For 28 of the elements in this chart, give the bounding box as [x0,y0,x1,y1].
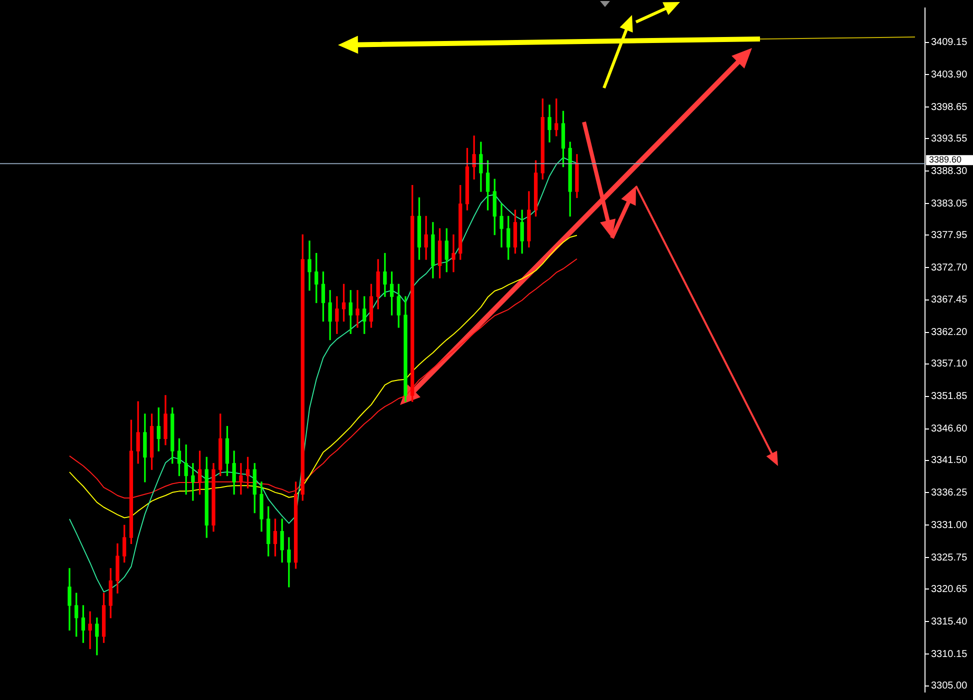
ref-line-label: 3389.60 [929,154,962,165]
y-tick-label: 3393.55 [931,133,968,144]
candlestick [88,611,92,650]
y-tick-label: 3315.40 [931,616,968,628]
candlestick [452,234,456,272]
y-tick-label: 3357.10 [931,358,968,370]
y-tick-label: 3409.15 [931,37,968,48]
y-tick-label: 3362.20 [931,327,968,338]
y-tick-label: 3398.65 [931,102,968,113]
y-tick-label: 3320.65 [931,584,968,595]
y-tick-label: 3367.45 [931,294,968,306]
y-tick-label: 3341.50 [931,455,968,466]
y-tick-label: 3310.15 [931,648,968,660]
y-tick-label: 3336.25 [931,487,968,498]
y-tick-label: 3351.85 [931,391,968,402]
y-tick-label: 3377.95 [931,230,968,241]
y-tick-label: 3346.60 [931,424,968,435]
y-tick-label: 3403.90 [931,69,968,80]
y-tick-label: 3383.05 [931,198,968,210]
y-tick-label: 3305.00 [931,680,968,692]
candlestick [356,290,360,328]
candlestick [239,463,243,495]
y-tick-label: 3372.70 [931,262,968,274]
y-tick-label: 3331.00 [931,520,968,531]
candlestick [287,537,291,588]
y-tick-label: 3388.30 [931,166,968,177]
y-tick-label: 3325.75 [931,552,968,564]
candlestick [191,463,195,501]
